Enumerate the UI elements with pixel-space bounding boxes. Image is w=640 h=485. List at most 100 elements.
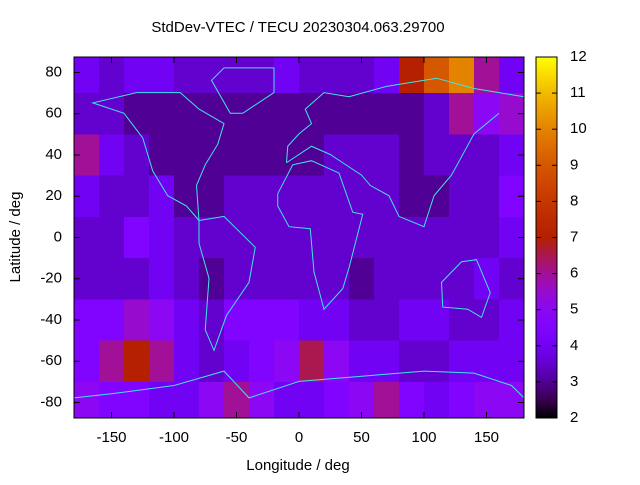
colorbar-tick-label: 12	[570, 48, 587, 65]
heat-cell	[249, 258, 274, 300]
heat-cell	[224, 381, 249, 418]
heat-cell	[499, 381, 524, 418]
heat-cell	[324, 299, 349, 341]
heat-cell	[174, 175, 199, 217]
heat-cell	[99, 57, 124, 94]
chart-title: StdDev-VTEC / TECU 20230304.063.29700	[151, 19, 444, 36]
heat-cell	[349, 57, 374, 94]
heat-cell	[424, 340, 449, 382]
y-tick-label: -20	[40, 270, 62, 287]
heat-cell	[299, 340, 324, 382]
heat-cell	[424, 134, 449, 176]
heat-cell	[224, 258, 249, 300]
heat-cell	[374, 93, 399, 135]
heat-cell	[324, 57, 349, 94]
heat-cell	[249, 175, 274, 217]
heat-cell	[99, 258, 124, 300]
heat-cell	[249, 134, 274, 176]
heat-cell	[424, 299, 449, 341]
heat-cell	[149, 340, 174, 382]
heat-cell	[324, 93, 349, 135]
heat-cell	[474, 93, 499, 135]
y-tick-label: 80	[45, 63, 62, 80]
heat-cell	[124, 381, 149, 418]
heat-cell	[149, 216, 174, 259]
heat-cell	[99, 134, 124, 176]
heat-cell	[374, 299, 399, 341]
heat-cell	[349, 134, 374, 176]
heat-cell	[299, 57, 324, 94]
heat-cell	[199, 93, 224, 135]
heat-cell	[474, 175, 499, 217]
coastline	[277, 160, 364, 311]
colorbar-tick-label: 7	[570, 228, 578, 245]
coastline	[90, 92, 225, 222]
heat-cell	[449, 299, 474, 341]
heat-cell	[249, 216, 274, 259]
heat-cell	[99, 216, 124, 259]
heat-cell	[274, 381, 299, 418]
heat-cell	[99, 381, 124, 418]
coastline	[198, 215, 256, 352]
heatmap-cells	[74, 57, 524, 418]
heat-cell	[199, 57, 224, 94]
y-tick-label: -80	[40, 393, 62, 410]
coastline	[210, 67, 275, 114]
colorbar-tick-label: 9	[570, 156, 578, 173]
x-tick-label: 50	[353, 429, 370, 446]
heat-cell	[374, 57, 399, 94]
heat-cell	[374, 175, 399, 217]
heat-cell	[424, 381, 449, 418]
heat-cell	[249, 57, 274, 94]
heat-cell	[299, 258, 324, 300]
y-tick-label: 60	[45, 105, 62, 122]
heat-cell	[474, 258, 499, 300]
heat-cell	[249, 381, 274, 418]
heat-cell	[174, 340, 199, 382]
heat-cell	[449, 381, 474, 418]
colorbar-tick-label: 3	[570, 373, 578, 390]
heat-cell	[174, 299, 199, 341]
heat-cell	[149, 258, 174, 300]
heat-cell	[324, 216, 349, 259]
colorbar-tick-label: 5	[570, 301, 578, 318]
heat-cell	[374, 134, 399, 176]
heat-cell	[474, 57, 499, 94]
heat-cell	[274, 340, 299, 382]
heat-cell	[224, 299, 249, 341]
heat-cell	[124, 216, 149, 259]
heat-cell	[124, 299, 149, 341]
x-tick-label: 0	[295, 429, 303, 446]
heat-cell	[224, 134, 249, 176]
x-tick-label: 150	[474, 429, 499, 446]
heat-cell	[449, 216, 474, 259]
x-axis-label: Longitude / deg	[246, 457, 349, 474]
coastlines	[73, 67, 525, 399]
colorbar-tick-label: 6	[570, 265, 578, 282]
heat-cell	[424, 216, 449, 259]
heat-cell	[374, 216, 399, 259]
y-tick-label: -60	[40, 352, 62, 369]
heat-cell	[299, 299, 324, 341]
y-tick-label: 0	[54, 228, 62, 245]
heat-cell	[249, 340, 274, 382]
heat-cell	[249, 299, 274, 341]
heat-cell	[174, 258, 199, 300]
heat-cell	[299, 93, 324, 135]
x-tick-label: -100	[159, 429, 189, 446]
heat-cell	[399, 93, 424, 135]
heat-cell	[324, 134, 349, 176]
heat-cell	[199, 175, 224, 217]
heat-cell	[399, 381, 424, 418]
heat-cell	[124, 340, 149, 382]
y-axis-label: Latitude / deg	[7, 192, 24, 283]
x-tick-label: -50	[226, 429, 248, 446]
heat-cell	[124, 134, 149, 176]
heat-cell	[249, 93, 274, 135]
heat-cell	[174, 93, 199, 135]
heat-cell	[399, 175, 424, 217]
x-tick-label: -150	[96, 429, 126, 446]
heat-cell	[324, 340, 349, 382]
heat-cell	[474, 134, 499, 176]
